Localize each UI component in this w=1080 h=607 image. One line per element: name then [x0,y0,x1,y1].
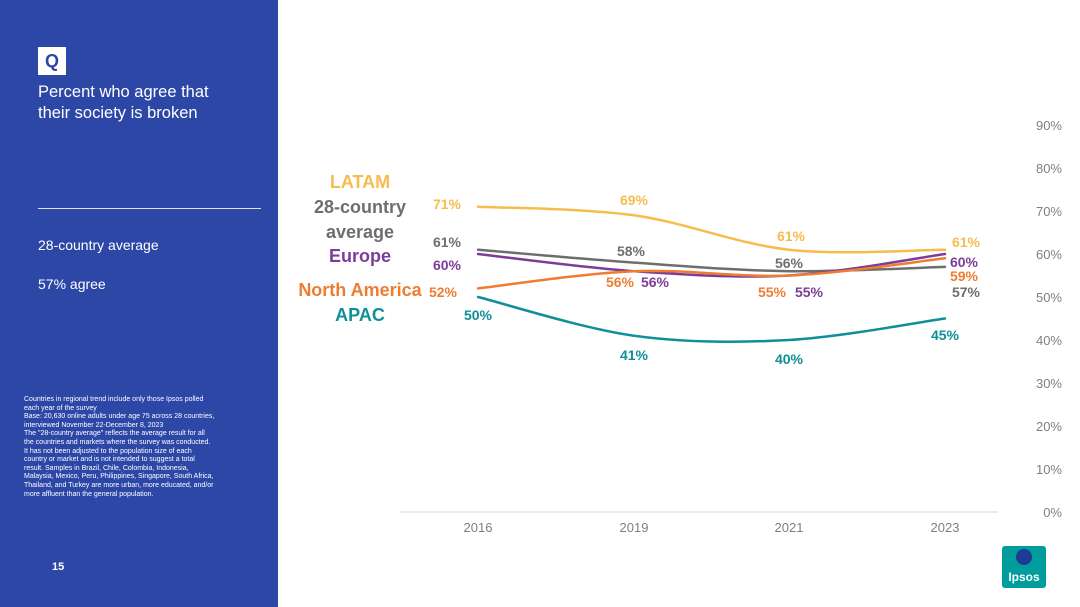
average-value: 57% agree [38,276,106,292]
apac-legend-label: APAC [335,305,385,325]
north-america-data-label: 56% [606,274,635,290]
footnote-line: interviewed November 22-December 8, 2023 [24,421,164,429]
question-badge: Q [38,47,66,75]
apac-data-label: 50% [464,307,493,323]
y-tick-label: 50% [1036,290,1062,305]
north-america-legend-label: North America [298,280,422,300]
latam-legend-label: LATAM [330,172,390,192]
divider [38,208,261,209]
x-tick-label: 2019 [620,520,649,535]
avg-data-label: 57% [952,284,981,300]
latam-line [476,205,947,254]
footnote-line: country or market and is not intended to… [24,456,195,464]
logo-mark-icon [1016,549,1032,565]
footnote-line: Thailand, and Turkey are more urban, mor… [24,481,214,489]
x-tick-label: 2016 [464,520,493,535]
avg-data-label: 58% [617,243,646,259]
y-tick-label: 80% [1036,161,1062,176]
avg-legend-label: average [326,222,394,242]
avg-line [476,248,947,273]
europe-line [476,252,947,278]
x-tick-label: 2023 [931,520,960,535]
y-tick-label: 60% [1036,247,1062,262]
line-chart: 0% 10% 20% 30% 40% 50% 60% 70% 80% 90% 2016 2019 202… [298,118,1062,535]
latam-data-label: 61% [952,234,981,250]
ipsos-logo: Ipsos [1002,546,1046,588]
europe-data-label: 56% [641,274,670,290]
apac-data-label: 45% [931,327,960,343]
footnote-line: Countries in regional trend include only… [24,396,204,403]
footnote-line: each year of the survey [24,404,97,412]
question-line-1: Percent who agree that [38,83,209,101]
europe-data-label: 55% [795,284,824,300]
footnote-line: result. Samples in Brazil, Chile, Colomb… [24,464,189,472]
y-tick-label: 20% [1036,419,1062,434]
y-tick-label: 70% [1036,204,1062,219]
latam-data-label: 61% [777,228,806,244]
avg-data-label: 56% [775,255,804,271]
y-tick-label: 40% [1036,333,1062,348]
europe-legend-label: Europe [329,246,391,266]
europe-data-label: 60% [433,257,462,273]
north-america-data-label: 55% [758,284,787,300]
avg-data-label: 61% [433,234,462,250]
footnote-line: The "28-country average" reflects the av… [24,430,205,438]
y-tick-label: 10% [1036,462,1062,477]
footnote-line: Malaysia, Mexico, Peru, Philippines, Sin… [24,473,214,481]
question-text: Percent who agree that their society is … [38,82,258,124]
logo-text: Ipsos [1008,570,1040,584]
average-label: 28-country average [38,237,159,253]
sidebar-panel: Q Percent who agree that their society i… [0,0,278,607]
page-number: 15 [52,561,65,573]
footnote-line: It has not been adjusted to the populati… [24,447,192,455]
footnote: Countries in regional trend include only… [24,396,246,499]
question-line-2: their society is broken [38,104,198,122]
north-america-data-label: 52% [429,284,458,300]
x-tick-label: 2021 [775,520,804,535]
y-tick-label: 90% [1036,118,1062,133]
footnote-line: Base: 20,630 online adults under age 75 … [24,413,215,421]
europe-data-label: 60% [950,254,979,270]
apac-line [476,295,947,344]
avg-legend-label: 28-country [314,197,406,217]
latam-data-label: 69% [620,192,649,208]
apac-data-label: 40% [775,351,804,367]
north-america-line [476,257,947,290]
footnote-line: more affluent than the general populatio… [24,490,154,498]
footnote-line: the countries and markets where the surv… [24,438,211,446]
y-tick-label: 30% [1036,376,1062,391]
north-america-data-label: 59% [950,268,979,284]
latam-data-label: 71% [433,196,462,212]
apac-data-label: 41% [620,347,649,363]
y-tick-label: 0% [1043,505,1062,520]
